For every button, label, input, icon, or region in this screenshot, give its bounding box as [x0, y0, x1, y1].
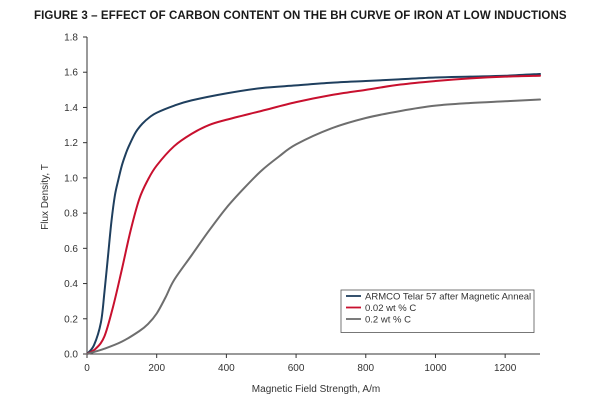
y-tick-label: 1.0 — [64, 173, 78, 184]
y-tick-label: 1.2 — [64, 138, 78, 149]
y-tick-label: 0.0 — [64, 350, 78, 361]
y-tick-label: 0.8 — [64, 209, 78, 220]
x-tick-label: 400 — [218, 363, 235, 374]
legend-label: 0.02 wt % C — [365, 303, 416, 314]
x-tick-label: 1200 — [494, 363, 517, 374]
x-tick-label: 600 — [288, 363, 305, 374]
y-tick-label: 0.2 — [64, 314, 78, 325]
y-tick-label: 0.4 — [64, 279, 78, 290]
x-tick-label: 800 — [357, 363, 374, 374]
series-line-2 — [86, 74, 541, 355]
axes: 0.0 0.2 0.4 0.6 0.8 1.0 1.2 1.4 1.6 1.8 0 200 400 600… — [64, 33, 540, 374]
y-tick-label: 1.4 — [64, 103, 78, 114]
y-tick-label: 0.6 — [64, 244, 78, 255]
x-axis-title: Magnetic Field Strength, A/m — [252, 384, 380, 395]
series-group — [86, 72, 541, 355]
x-tick-label: 1000 — [424, 363, 447, 374]
legend-label: ARMCO Telar 57 after Magnetic Anneal — [365, 292, 531, 303]
x-tick-label: 0 — [84, 363, 90, 374]
legend-box — [340, 289, 535, 333]
y-axis-title: Flux Density, T — [40, 164, 51, 230]
y-tick-label: 1.8 — [64, 33, 78, 44]
legend-label: 0.2 wt % C — [365, 315, 411, 326]
y-tick-label: 1.6 — [64, 68, 78, 79]
series-line-3 — [86, 98, 541, 355]
legend: ARMCO Telar 57 after Magnetic Anneal0.02… — [340, 289, 535, 333]
chart-title: FIGURE 3 – EFFECT OF CARBON CONTENT ON T… — [34, 10, 567, 22]
series-line-1 — [86, 72, 541, 355]
x-tick-label: 200 — [148, 363, 165, 374]
